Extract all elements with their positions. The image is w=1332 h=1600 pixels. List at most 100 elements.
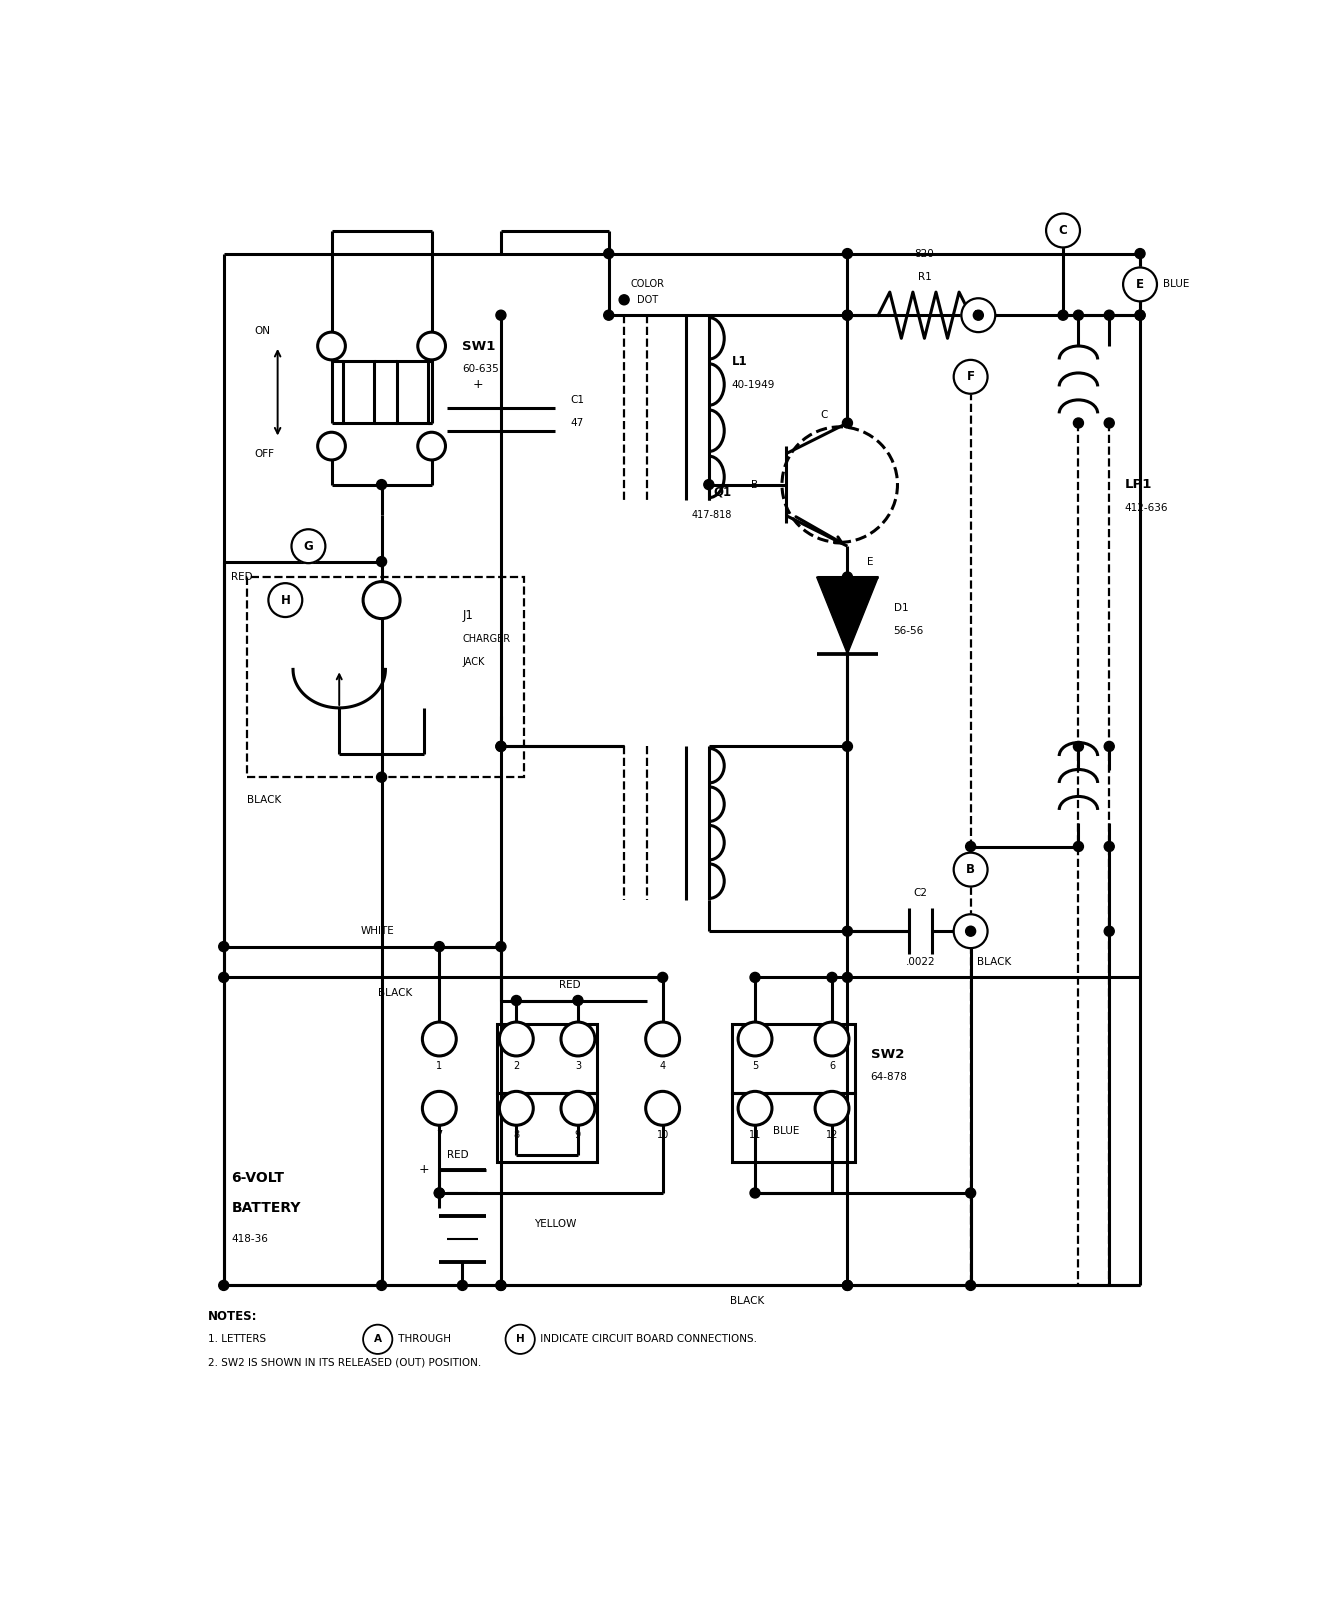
Text: 412-636: 412-636	[1124, 502, 1168, 512]
Circle shape	[646, 1022, 679, 1056]
Text: C: C	[1059, 224, 1067, 237]
Text: INDICATE CIRCUIT BOARD CONNECTIONS.: INDICATE CIRCUIT BOARD CONNECTIONS.	[537, 1334, 757, 1344]
Circle shape	[603, 310, 614, 320]
Text: RED: RED	[559, 981, 581, 990]
Text: D: D	[974, 309, 983, 322]
Circle shape	[974, 310, 983, 320]
Circle shape	[966, 1187, 975, 1198]
Bar	[497, 1024, 597, 1093]
Circle shape	[1074, 842, 1083, 851]
Circle shape	[377, 773, 386, 782]
Text: LP1: LP1	[1124, 478, 1152, 491]
Text: 12: 12	[826, 1130, 838, 1141]
Circle shape	[842, 248, 852, 259]
Text: L1: L1	[731, 355, 747, 368]
Text: BATTERY: BATTERY	[232, 1202, 301, 1216]
Circle shape	[561, 1022, 595, 1056]
Circle shape	[815, 1091, 848, 1125]
Circle shape	[782, 427, 898, 542]
Text: -: -	[460, 1275, 465, 1288]
Text: THROUGH: THROUGH	[394, 1334, 454, 1344]
Circle shape	[317, 432, 345, 459]
Circle shape	[1123, 267, 1158, 301]
Circle shape	[317, 333, 345, 360]
Circle shape	[842, 973, 852, 982]
Circle shape	[500, 1091, 533, 1125]
Circle shape	[496, 1280, 506, 1291]
Circle shape	[1074, 418, 1083, 429]
Circle shape	[619, 294, 629, 306]
Text: WHITE: WHITE	[361, 926, 394, 936]
Text: B: B	[966, 862, 975, 877]
Circle shape	[1104, 842, 1115, 851]
Text: CHARGER: CHARGER	[462, 634, 510, 643]
Circle shape	[457, 1280, 468, 1291]
Text: E: E	[1136, 278, 1144, 291]
Circle shape	[962, 298, 995, 333]
Text: B: B	[751, 480, 759, 490]
Bar	[246, 578, 523, 778]
Circle shape	[422, 1091, 457, 1125]
Circle shape	[603, 248, 614, 259]
Text: OFF: OFF	[254, 448, 274, 459]
Circle shape	[1074, 741, 1083, 752]
Circle shape	[496, 941, 506, 952]
Circle shape	[573, 995, 583, 1005]
Circle shape	[703, 480, 714, 490]
Text: RED: RED	[448, 1149, 469, 1160]
Circle shape	[418, 432, 445, 459]
Circle shape	[842, 926, 852, 936]
Circle shape	[364, 582, 400, 619]
Circle shape	[842, 741, 852, 752]
Text: SW1: SW1	[462, 339, 496, 352]
Circle shape	[646, 1091, 679, 1125]
Circle shape	[496, 1280, 506, 1291]
Polygon shape	[817, 578, 878, 654]
Circle shape	[1135, 248, 1146, 259]
Bar	[731, 1024, 855, 1093]
Circle shape	[506, 1325, 535, 1354]
Text: SW2: SW2	[871, 1048, 904, 1061]
Text: R1: R1	[918, 272, 931, 282]
Text: 2: 2	[513, 1061, 519, 1070]
Text: 6: 6	[829, 1061, 835, 1070]
Text: RED: RED	[232, 573, 253, 582]
Circle shape	[966, 1280, 975, 1291]
Text: A: A	[966, 925, 975, 938]
Circle shape	[377, 557, 386, 566]
Circle shape	[434, 941, 445, 952]
Circle shape	[377, 480, 386, 490]
Circle shape	[750, 973, 761, 982]
Circle shape	[1104, 310, 1115, 320]
Text: BLACK: BLACK	[976, 957, 1011, 966]
Text: A: A	[374, 1334, 382, 1344]
Text: 10: 10	[657, 1130, 669, 1141]
Text: 2. SW2 IS SHOWN IN ITS RELEASED (OUT) POSITION.: 2. SW2 IS SHOWN IN ITS RELEASED (OUT) PO…	[208, 1357, 482, 1368]
Circle shape	[418, 333, 445, 360]
Text: G: G	[304, 539, 313, 552]
Text: 3: 3	[575, 1061, 581, 1070]
Circle shape	[1135, 310, 1146, 320]
Circle shape	[842, 1280, 852, 1291]
Circle shape	[434, 1187, 445, 1198]
Circle shape	[561, 1091, 595, 1125]
Text: Q1: Q1	[714, 486, 731, 499]
Circle shape	[377, 1280, 386, 1291]
Circle shape	[292, 530, 325, 563]
Text: C1: C1	[570, 395, 585, 405]
Circle shape	[738, 1091, 773, 1125]
Circle shape	[511, 995, 521, 1005]
Circle shape	[842, 310, 852, 320]
Text: 9: 9	[575, 1130, 581, 1141]
Text: 820: 820	[915, 248, 934, 259]
Circle shape	[750, 1187, 761, 1198]
Text: H: H	[515, 1334, 525, 1344]
Text: E: E	[867, 557, 874, 566]
Circle shape	[658, 973, 667, 982]
Text: BLACK: BLACK	[378, 987, 412, 998]
Text: D1: D1	[894, 603, 908, 613]
Circle shape	[496, 741, 506, 752]
Circle shape	[966, 926, 975, 936]
Circle shape	[954, 853, 987, 886]
Circle shape	[1074, 310, 1083, 320]
